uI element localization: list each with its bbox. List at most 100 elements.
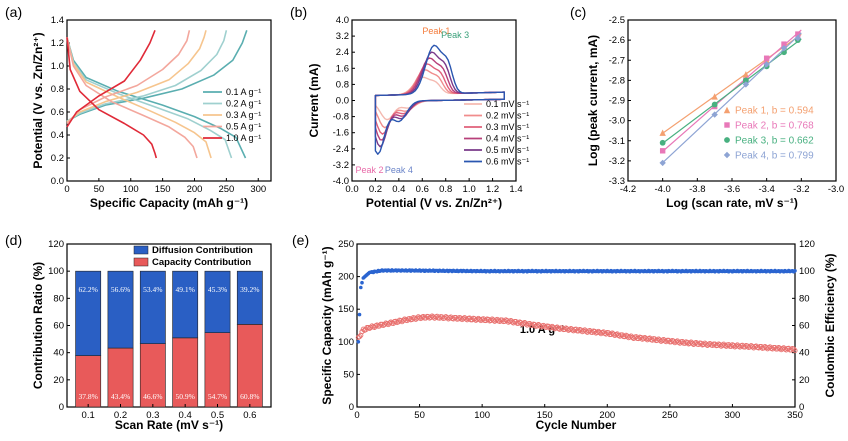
x-tick-label: -4.0 xyxy=(654,184,670,195)
legend-label: 0.5 A g⁻¹ xyxy=(226,122,261,132)
capacity-point xyxy=(792,348,798,354)
capacity-bar xyxy=(172,337,199,408)
legend-label: 1.0 A g⁻¹ xyxy=(226,133,261,143)
y-tick-label: 80 xyxy=(53,293,64,304)
x-tick-label: 0.6 xyxy=(416,184,429,195)
data-point xyxy=(763,55,770,61)
x-tick-label: 1.0 xyxy=(463,184,476,195)
capacity-label: 50.9% xyxy=(175,392,194,401)
efficiency-point xyxy=(357,312,362,317)
legend-label: 0.3 A g⁻¹ xyxy=(226,110,261,120)
y-right-tick-label: 100 xyxy=(799,266,815,277)
x-axis-title: Specific Capacity (mAh g⁻¹) xyxy=(90,196,248,210)
legend-label: Peak 2, b = 0.768 xyxy=(735,121,814,132)
plot-frame xyxy=(66,19,272,182)
y-tick-label: 20 xyxy=(53,375,64,386)
panel-label: (c) xyxy=(570,4,586,20)
diffusion-bar xyxy=(172,270,199,339)
discharge-curve xyxy=(66,37,247,159)
capacity-point xyxy=(450,316,456,322)
diffusion-label: 62.2% xyxy=(78,285,97,294)
x-tick-label: 150 xyxy=(155,184,171,195)
peak-annotation: Peak 4 xyxy=(385,165,413,175)
data-point xyxy=(659,139,666,146)
diffusion-label: 45.3% xyxy=(208,285,227,294)
x-tick-label: -3.0 xyxy=(828,184,844,195)
y-tick-label: -2.9 xyxy=(609,96,625,107)
x-axis-title: Log (scan rate, mV s⁻¹) xyxy=(666,196,798,210)
capacity-point xyxy=(543,324,549,331)
data-point xyxy=(794,34,802,42)
capacity-point xyxy=(458,315,464,321)
x-tick-label: -4.2 xyxy=(620,184,636,195)
y-tick-label: 100 xyxy=(48,266,64,277)
capacity-point xyxy=(524,322,530,328)
y-right-tick-label: 0 xyxy=(799,402,804,413)
x-tick-label: 50 xyxy=(414,410,425,421)
data-point xyxy=(763,61,770,68)
capacity-label: 60.8% xyxy=(240,392,259,401)
y-tick-label: 50 xyxy=(343,369,354,380)
y-right-tick-label: 20 xyxy=(799,375,810,386)
diffusion-bar xyxy=(75,270,102,356)
y-tick-label: 60 xyxy=(53,321,64,332)
x-tick-label: 300 xyxy=(724,410,740,421)
x-tick-label: 0.6 xyxy=(243,410,256,421)
cv-curve xyxy=(374,44,505,155)
capacity-point xyxy=(356,334,363,340)
efficiency-point xyxy=(360,280,364,285)
y-tick-label: 3.2 xyxy=(336,31,349,42)
x-tick-label: 100 xyxy=(474,410,490,421)
y-tick-label: 1.6 xyxy=(336,63,349,74)
capacity-label: 54.7% xyxy=(208,392,227,401)
y-axis-title: Potential (V vs. Zn/Zn²⁺) xyxy=(31,32,45,168)
legend-label: 0.6 mV s⁻¹ xyxy=(486,157,529,167)
y-axis-title: Contribution Ratio (%) xyxy=(31,262,45,389)
y-tick-label: 0.8 xyxy=(51,84,64,95)
legend-label: Peak 1, b = 0.594 xyxy=(735,106,814,117)
discharge-curve xyxy=(66,37,233,159)
capacity-label: 46.6% xyxy=(143,392,162,401)
y-right-tick-label: 60 xyxy=(799,321,810,332)
y-tick-label: -1.6 xyxy=(333,128,349,139)
x-tick-label: -3.4 xyxy=(758,184,774,195)
y-tick-label: 0.0 xyxy=(51,176,64,187)
data-point xyxy=(742,81,750,88)
panel-label: (e) xyxy=(292,232,309,248)
x-tick-label: 0.3 xyxy=(146,410,159,421)
x-tick-label: 350 xyxy=(787,410,803,421)
y-tick-label: 0.6 xyxy=(51,107,64,118)
x-tick-label: 150 xyxy=(537,410,553,421)
data-point xyxy=(711,111,718,118)
legend-label: Peak 4, b = 0.799 xyxy=(735,151,814,162)
y-tick-label: 0 xyxy=(59,402,64,413)
data-point xyxy=(659,148,666,154)
x-tick-label: -3.2 xyxy=(793,184,809,195)
y-tick-label: 150 xyxy=(338,304,354,315)
capacity-point xyxy=(550,324,557,331)
fit-line xyxy=(662,32,802,164)
y-tick-label: -4.0 xyxy=(333,176,349,187)
x-tick-label: 0.4 xyxy=(179,410,192,421)
panel-b: 0.0 0.2 0.4 0.6 0.8 1.0 1.2 1.4 -4.0 -3.2 -2.4 -1.6… xyxy=(290,4,529,210)
fit-line xyxy=(662,38,802,144)
capacity-point xyxy=(791,346,797,352)
y-tick-label: -2.5 xyxy=(609,15,625,26)
y-tick-label: -2.4 xyxy=(333,144,349,155)
y-tick-label: -3.2 xyxy=(609,156,625,167)
capacity-point xyxy=(402,316,408,322)
efficiency-point xyxy=(359,285,363,290)
capacity-point xyxy=(509,319,515,325)
y-tick-label: -2.6 xyxy=(609,35,625,46)
y-axis-title: Current (mA) xyxy=(307,63,321,137)
y-tick-label: 0 xyxy=(349,402,354,413)
legend-swatch xyxy=(133,245,149,255)
legend-label: Capacity Contribution xyxy=(152,257,251,268)
panel-label: (a) xyxy=(5,4,22,20)
y-tick-label: 250 xyxy=(338,239,354,250)
data-point xyxy=(795,31,801,37)
capacity-point xyxy=(388,319,394,325)
x-tick-label: 300 xyxy=(250,184,266,195)
efficiency-point xyxy=(356,340,361,344)
diffusion-bar xyxy=(204,270,231,333)
